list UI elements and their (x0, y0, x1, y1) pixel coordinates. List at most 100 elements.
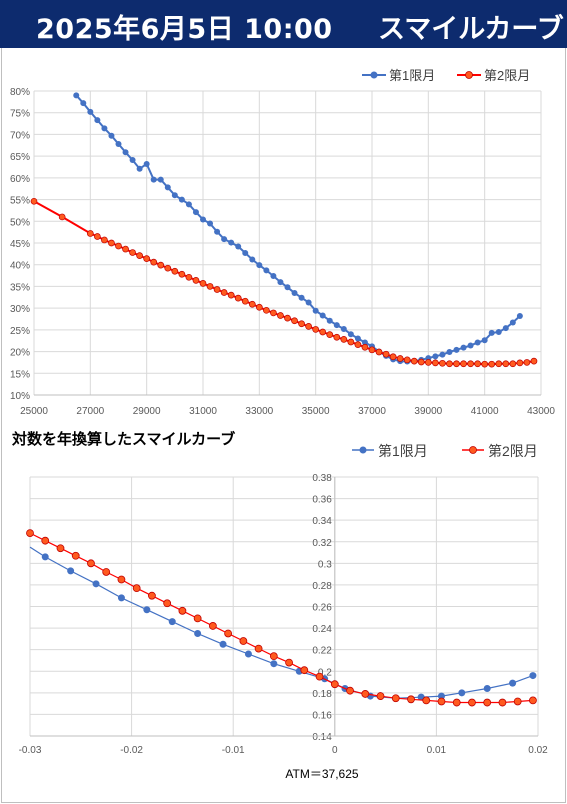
data-point (143, 160, 150, 167)
data-point (80, 100, 87, 107)
data-point (453, 360, 460, 368)
data-point (193, 614, 202, 623)
y-tick-label: 0.32 (312, 538, 332, 549)
data-point (495, 360, 503, 368)
data-point (248, 300, 256, 308)
data-point (407, 695, 415, 704)
x-tick-label: -0.01 (222, 745, 245, 756)
data-point (256, 262, 263, 269)
data-point (340, 336, 348, 343)
data-point (41, 536, 50, 545)
data-point (87, 559, 95, 568)
data-point (346, 686, 354, 695)
data-point (495, 329, 502, 336)
data-point (235, 243, 242, 250)
data-point (148, 591, 156, 600)
data-point (171, 192, 178, 199)
data-point (483, 685, 491, 693)
data-point (129, 157, 136, 164)
data-point (326, 317, 333, 324)
data-point (129, 249, 136, 256)
x-tick-label: 35000 (302, 406, 330, 417)
smile-curve-chart: 第1限月 第2限月 10% 15% 20% 25% 30% 35% 40% 45% 50% 55%… (10, 68, 555, 417)
data-point (396, 355, 404, 362)
legend-label-series2: 第2限月 (484, 68, 530, 83)
x-tick-label: 39000 (414, 406, 442, 417)
data-point (530, 357, 538, 365)
data-point (185, 201, 192, 208)
data-point (516, 312, 523, 319)
data-point (315, 672, 324, 681)
data-point (41, 553, 49, 561)
gridlines (29, 476, 539, 737)
data-point (284, 284, 291, 291)
data-point (340, 325, 347, 332)
x-tick-label: 41000 (471, 406, 499, 417)
data-point (115, 242, 122, 250)
data-point (194, 629, 202, 637)
data-point (468, 698, 476, 707)
data-point (227, 291, 235, 299)
y-tick-label: 0.24 (312, 624, 332, 635)
data-point (122, 149, 129, 156)
y-tick-label: 75% (10, 109, 30, 120)
data-point (298, 320, 305, 328)
data-point (333, 322, 340, 329)
y-tick-label: 50% (10, 217, 30, 228)
x-tick-label: 0.02 (528, 745, 548, 756)
data-point (467, 342, 474, 349)
data-point (319, 328, 327, 336)
data-point (446, 360, 453, 368)
data-point (509, 679, 517, 687)
y-tick-label: 0.26 (312, 603, 332, 614)
legend-label-series2: 第2限月 (488, 443, 538, 459)
series-line (29, 546, 534, 699)
data-point (354, 335, 361, 342)
header-datetime: 2025年6月5日 10:00 (36, 14, 333, 45)
data-point (163, 599, 172, 608)
data-point (241, 297, 249, 305)
data-point (108, 132, 115, 139)
data-point (300, 666, 309, 675)
series-line (29, 532, 533, 704)
data-point (56, 544, 65, 553)
data-point (474, 360, 481, 368)
y-tick-label: 20% (10, 348, 30, 359)
data-point (143, 255, 151, 262)
data-point (502, 360, 510, 368)
x-tick-label: 0 (332, 745, 338, 756)
data-point (319, 312, 326, 319)
data-point (437, 692, 445, 700)
data-point (488, 329, 495, 336)
data-point (361, 339, 368, 346)
series-1 (73, 92, 523, 365)
data-point (516, 359, 524, 367)
data-point (498, 698, 507, 707)
x-tick-label: 31000 (189, 406, 217, 417)
x-tick-label: 25000 (20, 406, 48, 417)
data-point (270, 273, 277, 280)
data-point (255, 303, 263, 311)
data-point (254, 644, 263, 653)
data-point (312, 307, 319, 314)
data-point (150, 258, 158, 266)
data-point (291, 289, 298, 296)
data-point (269, 652, 278, 661)
x-tick-label: -0.03 (19, 745, 42, 756)
data-point (208, 622, 217, 630)
data-point (117, 594, 125, 602)
data-point (244, 650, 252, 658)
data-point (164, 264, 172, 272)
x-tick-label: 0.01 (427, 745, 447, 756)
data-point (422, 696, 431, 705)
data-point (277, 312, 284, 319)
data-point (101, 236, 108, 244)
data-point (117, 575, 126, 584)
y-tick-label: 0.2 (318, 667, 332, 678)
data-point (199, 280, 207, 287)
data-point (239, 637, 248, 645)
data-point (213, 286, 221, 293)
data-point (234, 294, 242, 302)
data-point (354, 341, 362, 348)
legend: 第1限月 第2限月 (352, 443, 538, 459)
